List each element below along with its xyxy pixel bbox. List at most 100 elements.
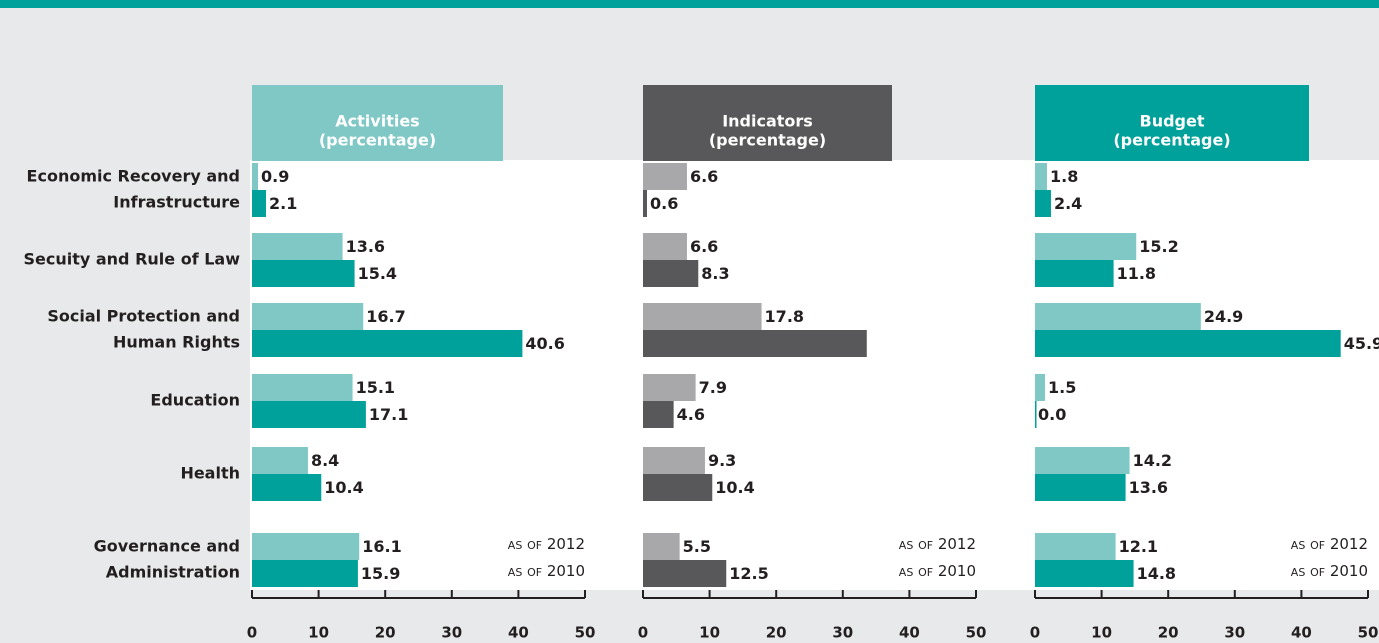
bar — [252, 163, 258, 190]
value-label: 40.6 — [525, 334, 564, 353]
x-tick-label: 40 — [899, 624, 920, 642]
bar — [252, 330, 523, 357]
value-label: 5.5 — [683, 537, 711, 556]
value-label: 15.2 — [1139, 237, 1178, 256]
value-label: 2.4 — [1054, 194, 1082, 213]
x-tick-label: 50 — [966, 624, 987, 642]
value-label: 15.9 — [361, 564, 400, 583]
value-label: 15.4 — [358, 264, 397, 283]
legend-label: as of 2012 — [508, 535, 585, 553]
bar — [1035, 533, 1116, 560]
bar — [643, 303, 762, 330]
bar — [252, 560, 358, 587]
panel-title: (percentage) — [319, 131, 436, 150]
value-label: 10.4 — [715, 478, 754, 497]
x-tick-label: 20 — [1158, 624, 1179, 642]
value-label: 12.1 — [1119, 537, 1158, 556]
value-label: 11.8 — [1117, 264, 1156, 283]
bar — [252, 233, 343, 260]
category-label: Human Rights — [113, 333, 240, 352]
bar — [1035, 401, 1037, 428]
value-label: 8.4 — [311, 451, 339, 470]
category-label: Health — [180, 464, 240, 483]
bar — [1035, 163, 1047, 190]
value-label: 14.8 — [1137, 564, 1176, 583]
panel-title: Activities — [335, 112, 419, 131]
bar — [1035, 374, 1045, 401]
category-label: Governance and — [94, 537, 240, 556]
x-tick-label: 10 — [1091, 624, 1112, 642]
panel-title: (percentage) — [709, 131, 826, 150]
bar — [252, 260, 355, 287]
category-label: Infrastructure — [113, 193, 240, 212]
bar — [643, 474, 713, 501]
legend-label: as of 2010 — [1291, 562, 1368, 580]
legend-label: as of 2012 — [899, 535, 976, 553]
bar — [643, 374, 696, 401]
bar — [643, 401, 674, 428]
x-tick-label: 30 — [441, 624, 462, 642]
bar — [252, 447, 308, 474]
value-label: 0.6 — [650, 194, 678, 213]
panel-title: Indicators — [722, 112, 813, 131]
bar — [643, 560, 727, 587]
bar — [1035, 447, 1130, 474]
value-label: 0.0 — [1038, 405, 1066, 424]
value-label: 0.9 — [261, 167, 289, 186]
value-label: 13.6 — [346, 237, 385, 256]
bar — [252, 401, 366, 428]
x-tick-label: 50 — [575, 624, 596, 642]
bar — [1035, 233, 1137, 260]
value-label: 7.9 — [699, 378, 727, 397]
panel-title: (percentage) — [1113, 131, 1230, 150]
x-tick-label: 0 — [247, 624, 257, 642]
category-label: Economic Recovery and — [27, 167, 240, 186]
bar — [1035, 330, 1341, 357]
value-label: 15.1 — [356, 378, 395, 397]
panel-header — [643, 85, 892, 161]
value-label: 1.5 — [1048, 378, 1076, 397]
x-tick-label: 20 — [375, 624, 396, 642]
x-tick-label: 30 — [1224, 624, 1245, 642]
value-label: 13.6 — [1129, 478, 1168, 497]
bar — [643, 533, 680, 560]
category-label: Education — [150, 391, 240, 410]
bar — [252, 533, 360, 560]
bar — [252, 474, 322, 501]
category-label: Social Protection and — [47, 307, 240, 326]
bar — [643, 447, 705, 474]
value-label: 10.4 — [324, 478, 363, 497]
value-label: 9.3 — [708, 451, 736, 470]
x-tick-label: 10 — [699, 624, 720, 642]
value-label: 24.9 — [1204, 307, 1243, 326]
panel-header — [1035, 85, 1309, 161]
value-label: 17.8 — [765, 307, 804, 326]
value-label: 16.1 — [362, 537, 401, 556]
x-tick-label: 10 — [308, 624, 329, 642]
bar — [643, 330, 867, 357]
x-tick-label: 40 — [1291, 624, 1312, 642]
legend-label: as of 2010 — [508, 562, 585, 580]
panel-header — [252, 85, 503, 161]
legend-label: as of 2010 — [899, 562, 976, 580]
category-label: Administration — [106, 563, 240, 582]
bar — [643, 260, 699, 287]
bar — [252, 190, 266, 217]
value-label: 17.1 — [369, 405, 408, 424]
x-tick-label: 0 — [638, 624, 648, 642]
value-label: 2.1 — [269, 194, 297, 213]
plot-area — [250, 160, 1379, 590]
value-label: 4.6 — [677, 405, 705, 424]
bar — [1035, 190, 1051, 217]
value-label: 12.5 — [729, 564, 768, 583]
bar — [1035, 260, 1114, 287]
x-tick-label: 0 — [1030, 624, 1040, 642]
x-tick-label: 50 — [1358, 624, 1379, 642]
bar — [643, 233, 687, 260]
x-tick-label: 40 — [508, 624, 529, 642]
value-label: 8.3 — [701, 264, 729, 283]
x-tick-label: 20 — [766, 624, 787, 642]
value-label: 14.2 — [1133, 451, 1172, 470]
value-label: 6.6 — [690, 167, 718, 186]
